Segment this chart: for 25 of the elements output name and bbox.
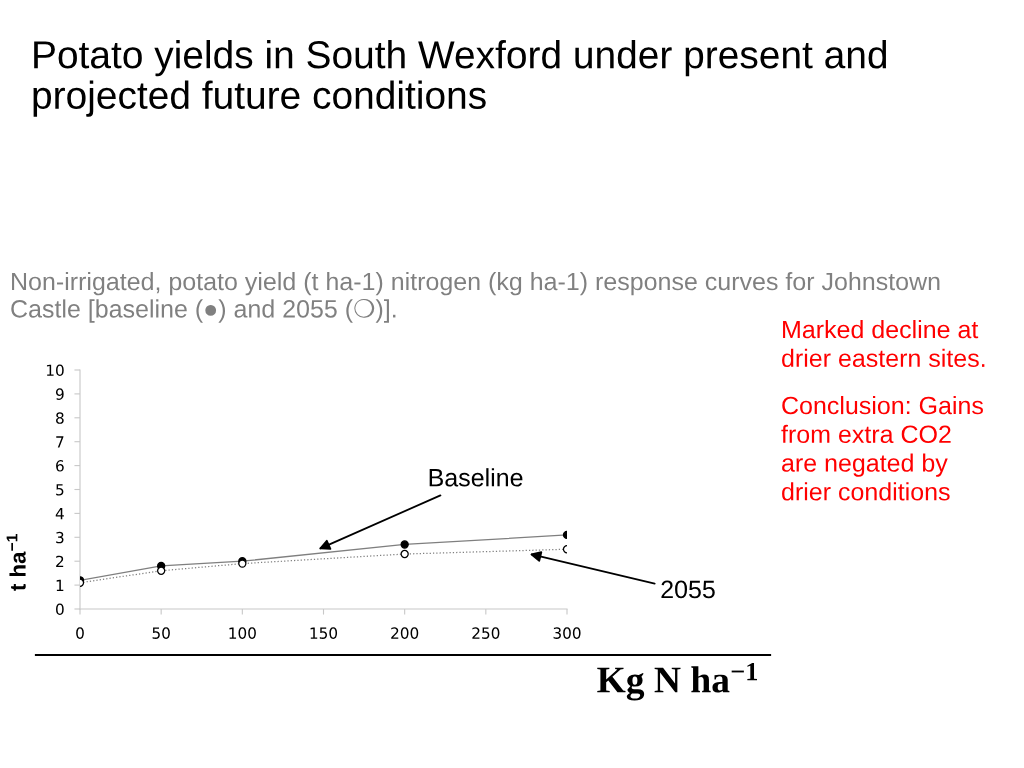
x-axis-title: Kg N ha$^{−1}$ (597, 662, 758, 701)
y-tick-label: 7 (56, 436, 64, 448)
x-tick-label: 50 (152, 627, 170, 639)
text: Marked decline at drier eastern sites. (782, 320, 985, 368)
y-tick-label: 4 (55, 508, 64, 520)
x-tick-label: 200 (391, 627, 419, 639)
y-tick-label: 0 (56, 603, 64, 616)
y-axis-title: t ha$^{−1}$ (6, 534, 26, 591)
y-tick-label: 2 (56, 555, 64, 567)
text: Conclusion: Gains from extra CO2 are negated by drier conditions (781, 396, 983, 501)
chart-title: Potato yields in South Wexford under present and projected future conditions (33, 40, 887, 117)
y-tick-label: 3 (56, 531, 64, 544)
y-tick-label: 1 (56, 579, 64, 591)
x-tick-label: 300 (553, 627, 581, 639)
annotation: Baseline (429, 468, 523, 487)
y-tick-label: 5 (56, 484, 64, 496)
y-tick-label: 8 (56, 412, 64, 424)
x-tick-label: 250 (472, 627, 500, 639)
y-tick-label: 10 (46, 364, 64, 377)
x-tick-label: 150 (310, 627, 338, 639)
annotation: 2055 (661, 580, 715, 599)
x-tick-label: 100 (229, 627, 256, 639)
y-tick-label: 9 (55, 388, 64, 400)
y-tick-label: 6 (56, 460, 64, 472)
x-tick-label: 0 (76, 627, 84, 639)
